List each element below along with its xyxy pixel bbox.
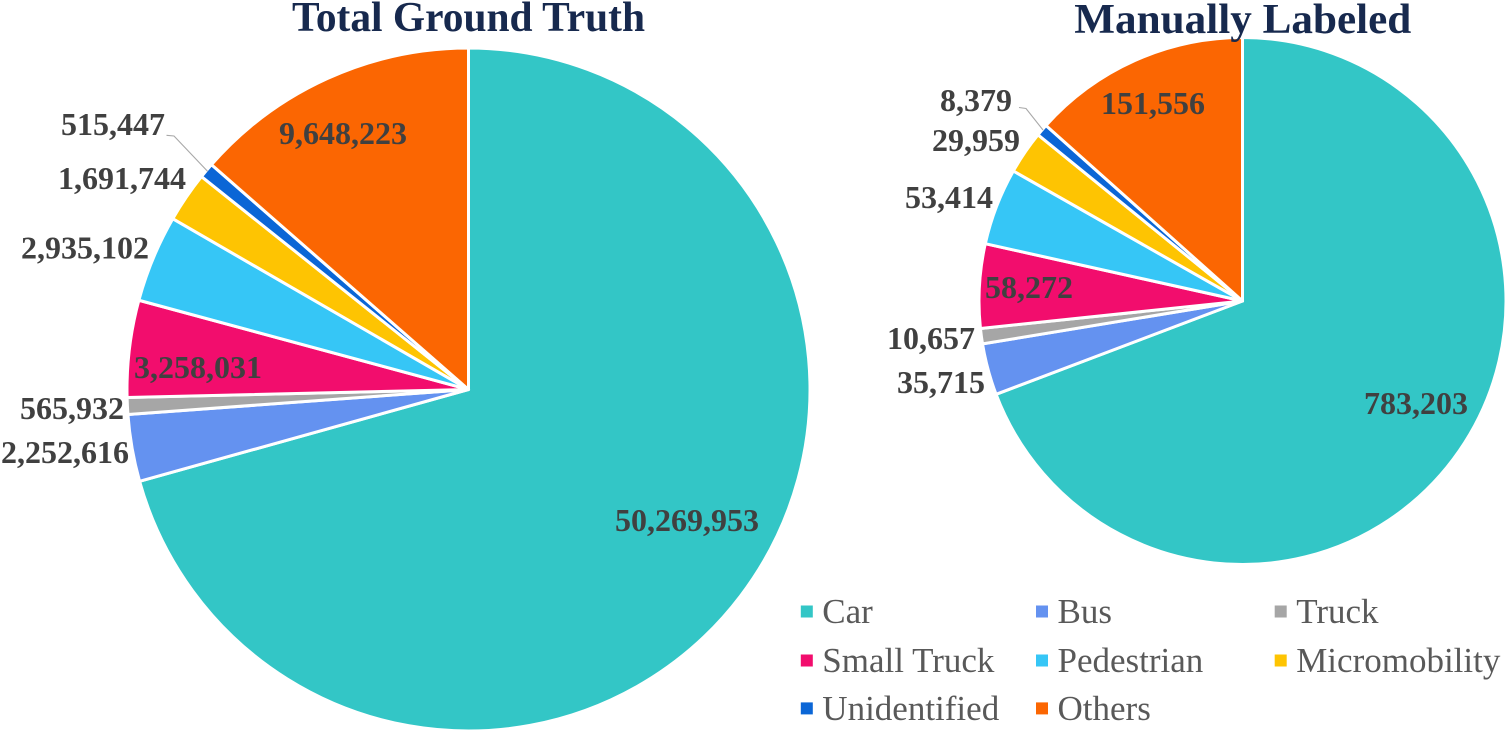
svg-text:2,935,102: 2,935,102	[21, 230, 149, 266]
svg-text:1,691,744: 1,691,744	[58, 160, 186, 196]
svg-text:Micromobility: Micromobility	[1296, 641, 1501, 680]
svg-text:8,379: 8,379	[940, 82, 1012, 118]
svg-text:53,414: 53,414	[905, 179, 993, 215]
svg-text:Truck: Truck	[1296, 592, 1379, 631]
svg-text:Bus: Bus	[1058, 592, 1112, 631]
svg-text:Pedestrian: Pedestrian	[1058, 641, 1204, 680]
svg-text:29,959: 29,959	[932, 122, 1020, 158]
svg-text:10,657: 10,657	[887, 320, 975, 356]
svg-text:Small Truck: Small Truck	[822, 641, 995, 680]
svg-text:Car: Car	[822, 592, 873, 631]
svg-text:50,269,953: 50,269,953	[615, 502, 759, 538]
svg-text:Others: Others	[1058, 689, 1151, 728]
svg-text:3,258,031: 3,258,031	[134, 349, 262, 385]
svg-text:Total Ground Truth: Total Ground Truth	[292, 0, 645, 41]
svg-text:2,252,616: 2,252,616	[1, 434, 129, 470]
svg-text:565,932: 565,932	[20, 390, 124, 426]
svg-text:Unidentified: Unidentified	[822, 689, 999, 728]
svg-text:151,556: 151,556	[1101, 85, 1205, 121]
svg-text:783,203: 783,203	[1364, 385, 1468, 421]
svg-text:35,715: 35,715	[897, 364, 985, 400]
svg-text:515,447: 515,447	[61, 106, 165, 142]
svg-text:58,272: 58,272	[985, 269, 1073, 305]
svg-text:9,648,223: 9,648,223	[279, 115, 407, 151]
svg-text:Manually Labeled: Manually Labeled	[1074, 0, 1411, 43]
